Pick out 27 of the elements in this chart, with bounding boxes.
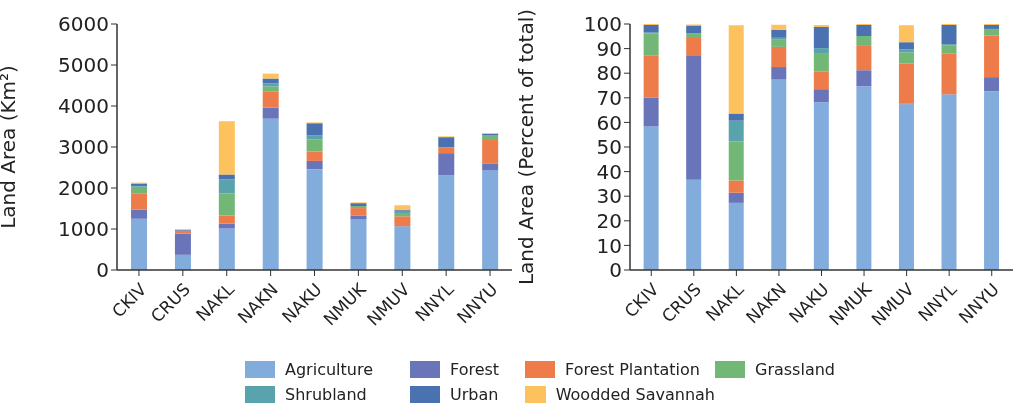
legend-label: Forest (450, 360, 500, 379)
y-axis-title: Land Area (Percent of total) (514, 8, 539, 286)
y-tick-label: 20 (596, 208, 622, 233)
legend-label: Woodded Savannah (555, 385, 715, 404)
y-tick-label: 0 (609, 258, 622, 283)
legend-label: Urban (450, 385, 499, 404)
legend-label: Grassland (755, 360, 835, 379)
y-tick-label: 90 (596, 36, 622, 61)
y-tick-label: 30 (596, 184, 622, 209)
y-tick-label: 60 (596, 110, 622, 135)
y-axis-title: Land Area (Km²) (0, 65, 21, 229)
y-tick-label: 2000 (58, 176, 109, 201)
y-tick-label: 100 (583, 12, 622, 37)
y-tick-label: 50 (596, 135, 622, 160)
legend-label: Agriculture (285, 360, 373, 379)
legend-label: Forest Plantation (565, 360, 700, 379)
y-tick-label: 0 (96, 258, 109, 283)
y-tick-label: 40 (596, 159, 622, 184)
y-tick-label: 5000 (58, 53, 109, 78)
legend-label: Shrubland (285, 385, 367, 404)
y-tick-label: 70 (596, 85, 622, 110)
y-tick-label: 10 (596, 233, 622, 258)
y-tick-label: 80 (596, 61, 622, 86)
y-tick-label: 4000 (58, 94, 109, 119)
y-tick-label: 1000 (58, 217, 109, 242)
y-tick-label: 3000 (58, 135, 109, 160)
y-tick-label: 6000 (58, 12, 109, 37)
